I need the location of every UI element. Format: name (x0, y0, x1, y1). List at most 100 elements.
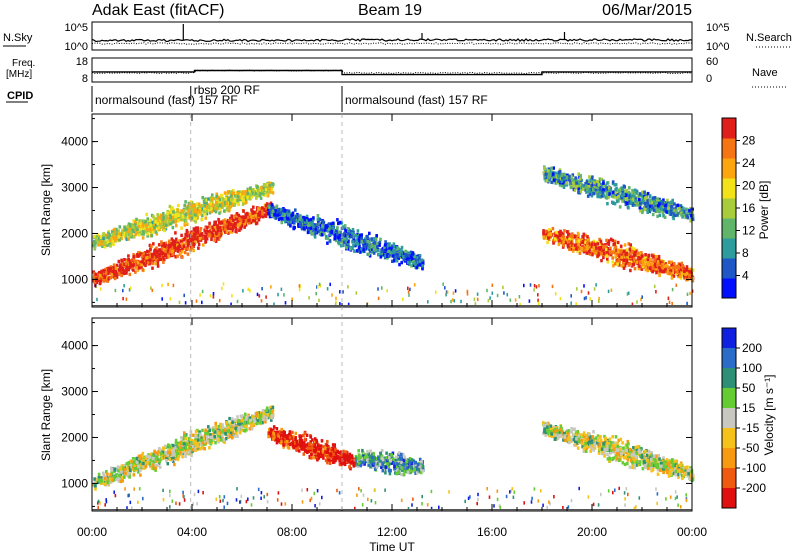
power-cell (650, 208, 653, 212)
power-cell (416, 265, 420, 269)
power-cell (615, 196, 618, 200)
power-cell (136, 230, 140, 234)
power-cell (207, 230, 210, 234)
power-cell (115, 263, 119, 268)
power-cell (356, 235, 360, 239)
power-cell (271, 184, 274, 188)
power-cell (210, 237, 213, 242)
power-cell (302, 226, 306, 230)
power-cell (270, 187, 273, 191)
power-cell (214, 210, 218, 214)
power-cell (95, 278, 98, 282)
power-noise-cell (329, 282, 331, 287)
power-cell (672, 262, 676, 266)
power-cell (118, 265, 122, 269)
power-cell (309, 230, 312, 234)
power-cell (233, 224, 236, 228)
power-cell (421, 264, 424, 268)
power-cell (590, 244, 594, 249)
power-noise-cell (151, 288, 154, 293)
power-cell (305, 225, 308, 230)
power-cell (151, 259, 155, 264)
power-cell (210, 207, 213, 211)
velocity-cell (137, 454, 141, 458)
power-cell (639, 201, 642, 206)
power-cell (98, 273, 102, 278)
power-cell (194, 217, 197, 221)
power-cell (688, 273, 691, 278)
power-cell (264, 203, 268, 208)
power-cell (542, 235, 545, 239)
power-cell (219, 203, 222, 208)
beam-title: Beam 19 (358, 2, 422, 19)
power-cell (210, 209, 214, 214)
power-noise-cell (538, 284, 540, 288)
power-cell (262, 207, 266, 212)
power-cell (319, 231, 323, 235)
power-cell (184, 246, 188, 250)
power-cell (139, 221, 142, 226)
power-cell (129, 231, 133, 235)
power-cell (103, 241, 107, 246)
power-cell (405, 250, 409, 255)
power-noise-cell (593, 287, 596, 291)
power-cell (137, 254, 141, 258)
power-cell (226, 190, 230, 194)
power-cell (672, 216, 675, 221)
power-cell (141, 224, 145, 228)
power-cell (167, 240, 171, 244)
power-cell (374, 241, 377, 245)
power-cell (142, 257, 145, 261)
power-cell (166, 209, 169, 214)
power-cell (215, 194, 219, 199)
power-colorbar-segment (722, 138, 736, 159)
power-cell (250, 208, 253, 212)
power-cell (656, 197, 659, 201)
power-cell (576, 231, 580, 236)
power-cell (117, 229, 120, 233)
power-noise-cell (122, 296, 124, 301)
power-cell (275, 211, 279, 215)
power-cell (625, 260, 629, 264)
power-noise-cell (129, 286, 132, 290)
power-cell (646, 198, 650, 202)
power-cell (589, 178, 592, 182)
power-cell (195, 216, 199, 220)
power-cell (158, 217, 162, 221)
power-cell (212, 228, 215, 232)
power-cell (218, 211, 221, 215)
power-cell (176, 254, 179, 258)
power-cell (312, 228, 315, 232)
power-cell (188, 206, 191, 210)
power-cell (359, 247, 363, 251)
power-cell (95, 280, 99, 284)
power-noise-cell (260, 299, 263, 303)
power-cell (111, 230, 115, 234)
power-cell (673, 202, 676, 206)
power-cell (247, 195, 251, 199)
power-cell (241, 202, 245, 206)
power-cell (400, 260, 403, 265)
power-cell (563, 238, 566, 242)
power-cell (638, 260, 642, 264)
power-cell (356, 229, 360, 233)
power-cell (316, 217, 320, 222)
power-cell (101, 276, 105, 280)
power-cell (170, 246, 174, 250)
power-noise-cell (99, 287, 102, 291)
power-cell (200, 232, 203, 236)
power-cell (607, 251, 611, 256)
power-cell (135, 266, 138, 270)
power-cell (598, 248, 602, 252)
power-cell (277, 207, 280, 212)
power-cell (180, 250, 184, 254)
power-cell (191, 206, 195, 210)
power-cell (598, 237, 601, 242)
power-cell (216, 224, 219, 228)
power-cell (682, 210, 685, 214)
power-cell (123, 262, 126, 267)
power-cell (259, 196, 263, 200)
power-noise-cell (686, 292, 689, 296)
power-cell (590, 176, 594, 181)
power-cell (204, 239, 208, 243)
